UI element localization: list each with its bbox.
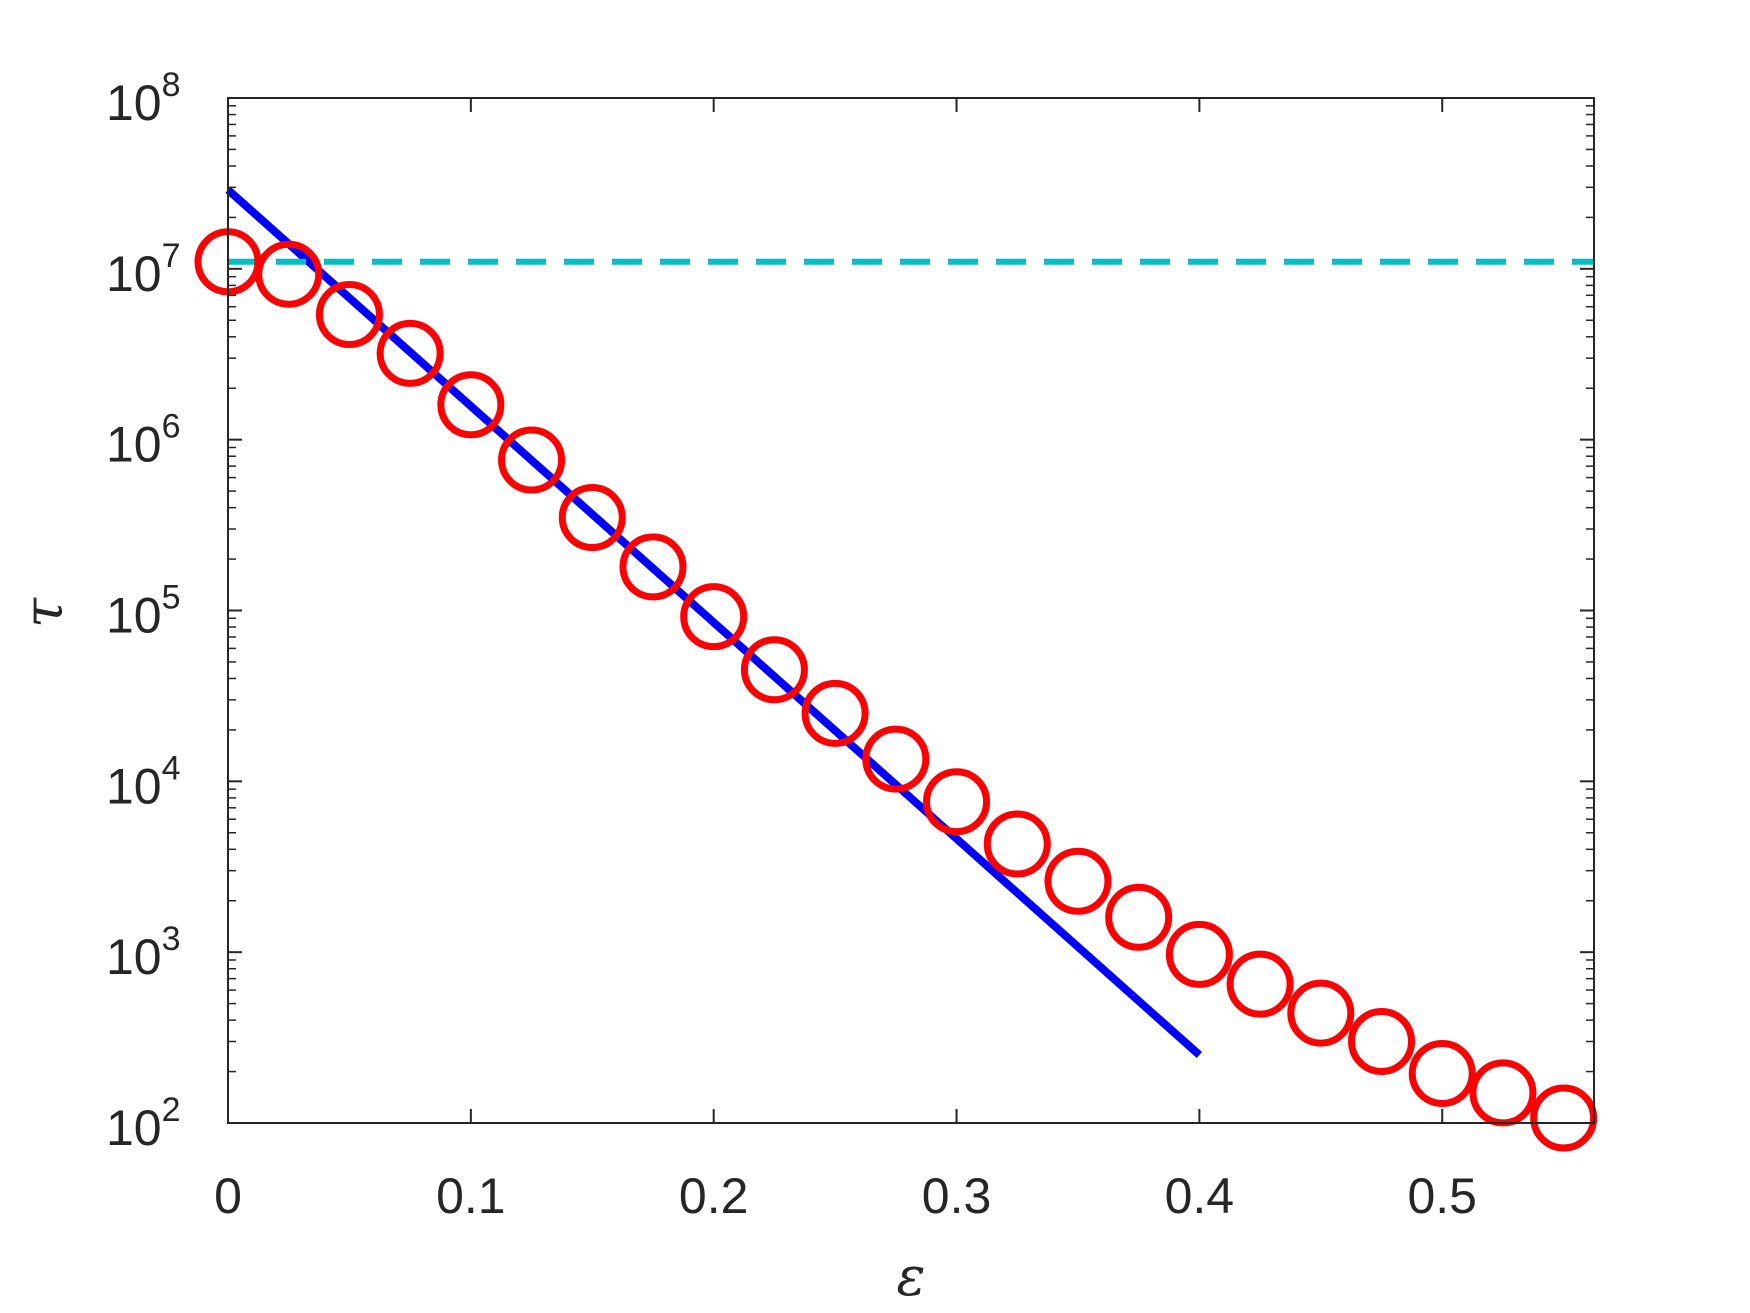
y-axis-label: τ — [12, 597, 75, 628]
y-tick-label: 105 — [106, 579, 181, 644]
data-point — [862, 725, 930, 793]
data-point — [619, 533, 687, 601]
y-tick-label: 107 — [106, 237, 181, 302]
data-point — [680, 583, 748, 651]
data-point — [983, 810, 1051, 878]
data-point — [315, 281, 383, 349]
data-point — [255, 240, 323, 308]
data-point — [1105, 883, 1173, 951]
x-tick-labels: 0 0.1 0.2 0.3 0.4 0.5 — [214, 1168, 1477, 1224]
data-point — [801, 679, 869, 747]
x-tick-label: 0.5 — [1407, 1168, 1477, 1224]
data-point — [923, 768, 991, 836]
y-tick-label: 103 — [106, 920, 181, 985]
data-point — [1348, 1007, 1416, 1075]
data-point — [1044, 847, 1112, 915]
data-point — [1226, 950, 1294, 1018]
data-point — [1165, 920, 1233, 988]
data-point — [498, 426, 566, 494]
plot-background — [228, 98, 1594, 1123]
data-point — [740, 636, 808, 704]
y-tick-label: 102 — [106, 1091, 181, 1156]
data-point — [558, 484, 626, 552]
y-tick-label: 106 — [106, 408, 181, 473]
data-point — [376, 319, 444, 387]
x-tick-label: 0.2 — [679, 1168, 749, 1224]
data-point — [437, 371, 505, 439]
x-tick-label: 0.1 — [436, 1168, 506, 1224]
series-layer — [194, 186, 1598, 1152]
plot-frame — [227, 97, 1595, 1124]
y-tick-label: 104 — [106, 749, 181, 814]
y-tick-labels: 102 103 104 105 106 107 108 — [106, 66, 181, 1156]
x-tick-label: 0.3 — [922, 1168, 992, 1224]
x-axis-label: ε — [897, 1245, 926, 1308]
x-tick-label: 0 — [214, 1168, 242, 1224]
y-tick-label: 108 — [106, 66, 181, 131]
data-point — [1408, 1039, 1476, 1107]
x-tick-label: 0.4 — [1165, 1168, 1235, 1224]
data-point — [1287, 979, 1355, 1047]
